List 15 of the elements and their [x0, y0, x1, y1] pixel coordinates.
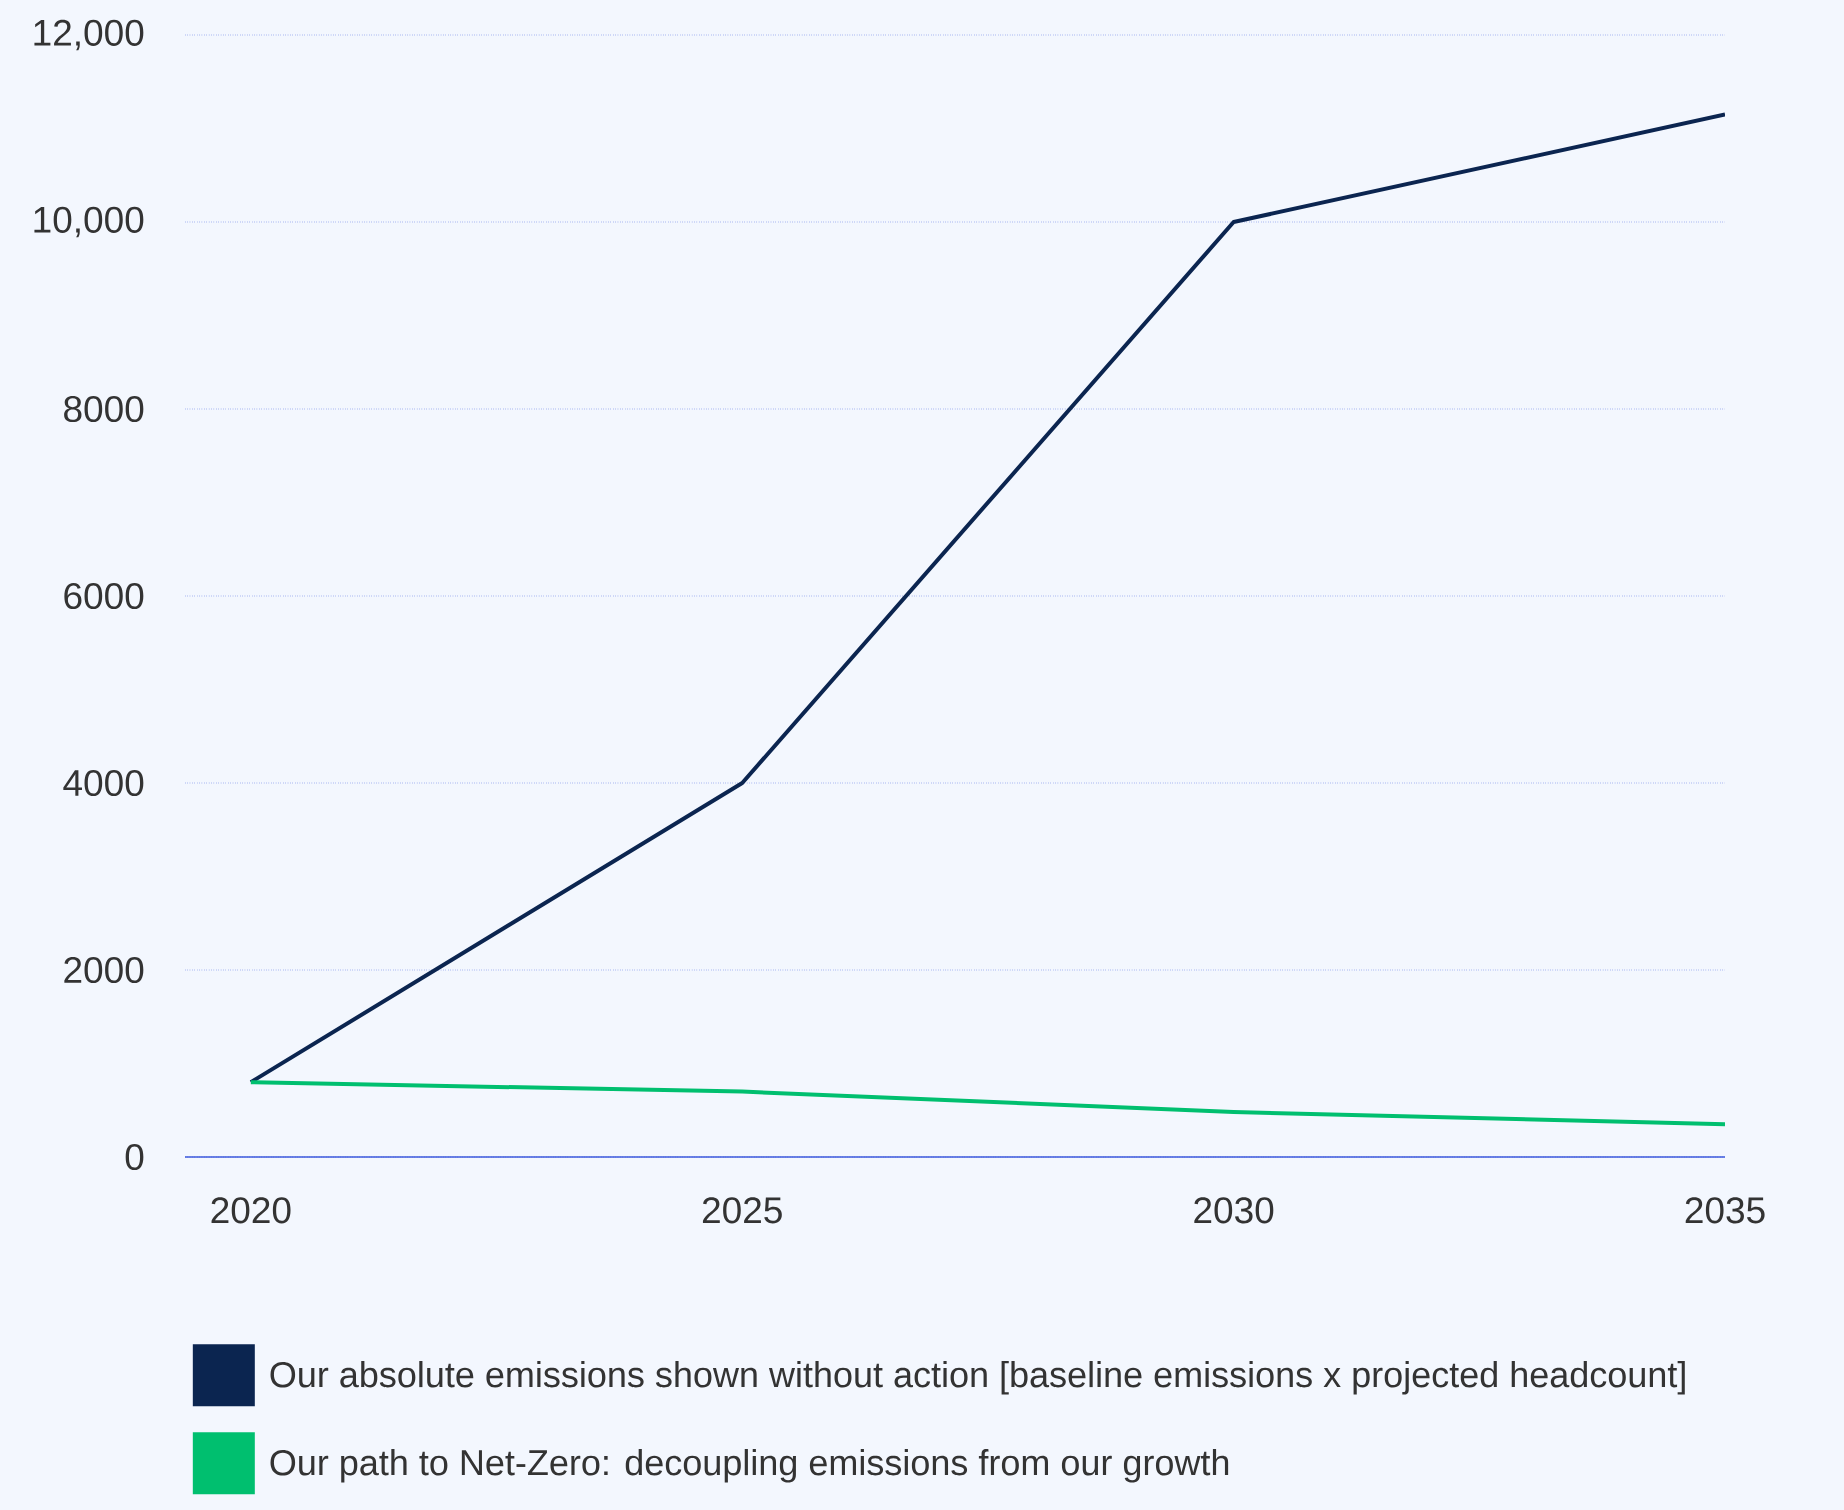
x-tick-label: 2025 — [702, 1197, 782, 1224]
y-tick-label: 0 — [125, 1143, 144, 1171]
y-tick-label: 10,000 — [34, 206, 144, 238]
line-series — [248, 1080, 1726, 1127]
y-tick-label: 12,000 — [34, 19, 144, 51]
legend-label: Our absolute emissions shown without action [baseline emissions x projected headcount] — [270, 1361, 1685, 1395]
line-series — [248, 112, 1726, 1085]
x-tick-label: 2030 — [1194, 1197, 1274, 1224]
y-tick-label: 8000 — [64, 395, 144, 423]
y-tick-label: 4000 — [63, 769, 144, 797]
legend-label: Our path to Net-Zero: decoupling emissions from our growth — [270, 1449, 1229, 1483]
y-tick-label: 2000 — [64, 956, 144, 984]
y-tick-label: 6000 — [64, 582, 144, 610]
x-tick-label: 2020 — [211, 1197, 291, 1224]
x-tick-label: 2035 — [1685, 1197, 1765, 1224]
